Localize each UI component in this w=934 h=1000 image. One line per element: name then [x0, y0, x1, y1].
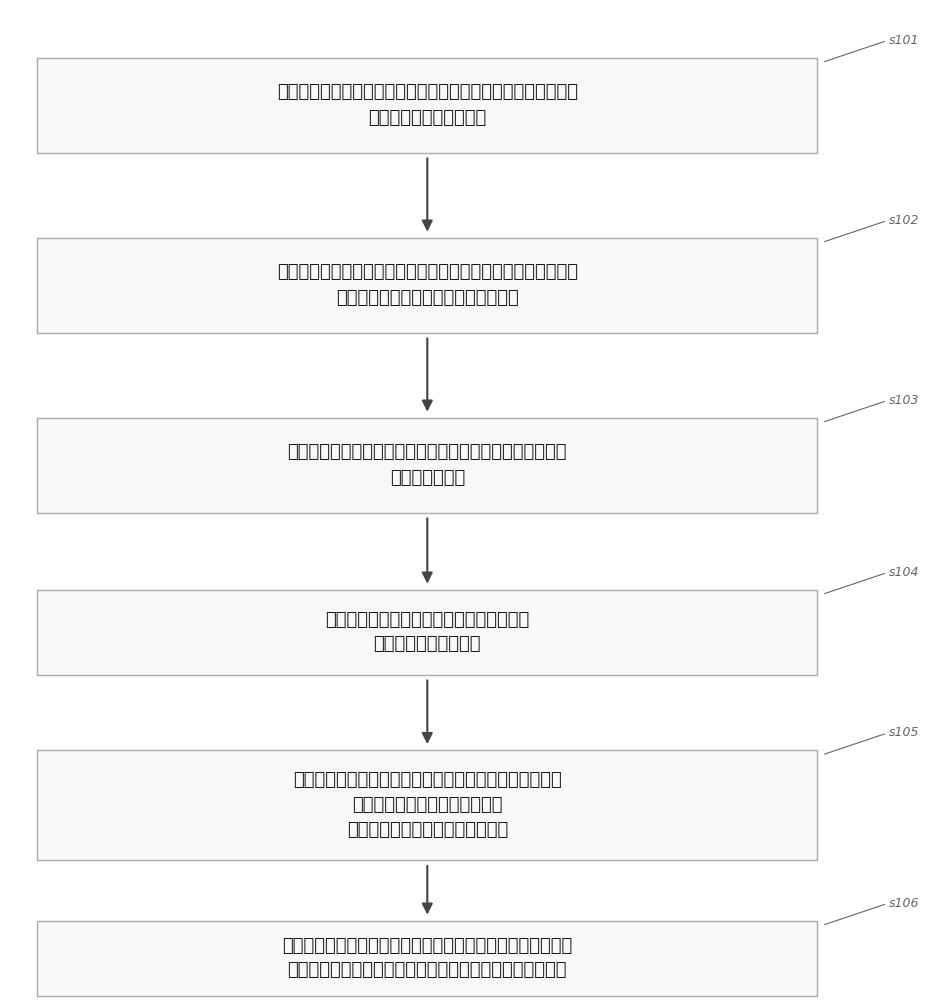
Text: s103: s103	[889, 394, 920, 407]
Text: 缩微交通资源管理系统根据来自控制台的控制命令产生所
述演示沙盘的控制信号并发送给
缩微交通环境信息采集与执行系统: 缩微交通资源管理系统根据来自控制台的控制命令产生所 述演示沙盘的控制信号并发送给…	[293, 771, 561, 839]
Text: 缩微交通环境信息采集与执行系统采集、处理并缓存沙盘上的交
通信号数据及缩微车状态: 缩微交通环境信息采集与执行系统采集、处理并缓存沙盘上的交 通信号数据及缩微车状态	[276, 84, 578, 126]
Text: s105: s105	[889, 726, 920, 740]
Text: s102: s102	[889, 214, 920, 227]
Text: s104: s104	[889, 566, 920, 579]
FancyBboxPatch shape	[37, 237, 817, 332]
Text: 缩微交通资源管理系统将沙盘上的交通信号数据及缩微车状
态发送给触控台: 缩微交通资源管理系统将沙盘上的交通信号数据及缩微车状 态发送给触控台	[288, 444, 567, 487]
FancyBboxPatch shape	[37, 589, 817, 674]
FancyBboxPatch shape	[37, 750, 817, 860]
Text: 缩微交通环境信息采集与执行系统根据缩微交通资源管理系统
产生的控制信号控制演示沙盘的交通信号以及缩微车的状态: 缩微交通环境信息采集与执行系统根据缩微交通资源管理系统 产生的控制信号控制演示沙…	[282, 936, 573, 980]
FancyBboxPatch shape	[37, 57, 817, 152]
Text: 缩微交通环境信息采集与执行系统将沙盘上的交通信号数据及缩
微车状态发送给缩微交通资源管理系统: 缩微交通环境信息采集与执行系统将沙盘上的交通信号数据及缩 微车状态发送给缩微交通…	[276, 263, 578, 306]
Text: s106: s106	[889, 897, 920, 910]
FancyBboxPatch shape	[37, 418, 817, 512]
Text: s101: s101	[889, 34, 920, 47]
FancyBboxPatch shape	[37, 920, 817, 996]
Text: 触控台接收用户输入以产生所述控制命令给
缩微交通资源管理系统: 触控台接收用户输入以产生所述控制命令给 缩微交通资源管理系统	[325, 610, 530, 654]
